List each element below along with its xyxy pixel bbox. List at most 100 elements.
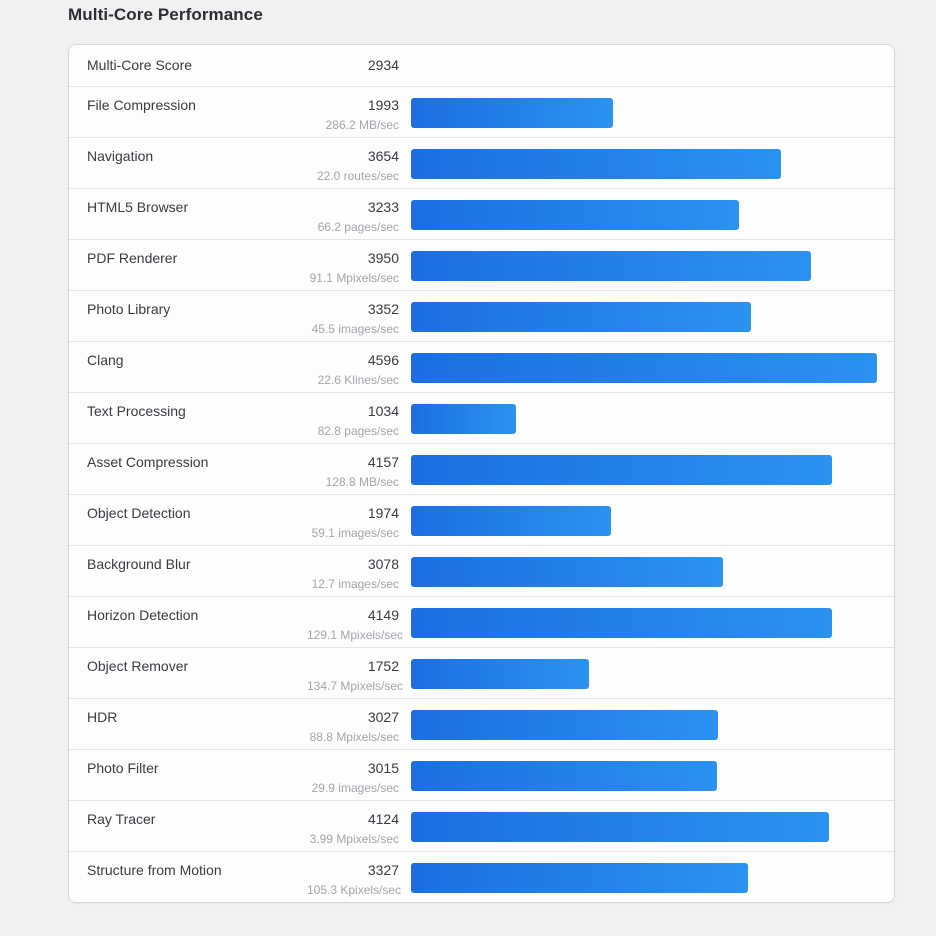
benchmark-name: Text Processing [87,403,186,419]
benchmark-score: 1993 [367,97,399,113]
score-bar [411,556,724,587]
benchmark-rate: 91.1 Mpixels/sec [309,271,399,285]
benchmark-score: 4149 [367,607,399,623]
benchmark-rate: 22.6 Klines/sec [317,373,399,387]
score-bar [411,811,830,842]
benchmark-score-cell: 1752 134.7 Mpixels/sec [307,648,404,694]
benchmark-row: Background Blur 3078 12.7 images/sec [69,545,894,596]
summary-score: 2934 [367,57,399,73]
benchmark-row: Navigation 3654 22.0 routes/sec [69,137,894,188]
bar-area [411,240,877,291]
score-bar [411,505,612,536]
benchmark-score: 1034 [367,403,399,419]
score-bar [411,352,877,383]
score-bar [411,658,589,689]
bar-area [411,852,877,902]
benchmark-rate: 12.7 images/sec [311,577,399,591]
page-title: Multi-Core Performance [68,5,263,24]
benchmark-rate: 22.0 routes/sec [316,169,399,183]
benchmark-name: Structure from Motion [87,862,222,878]
benchmark-score-cell: 3015 29.9 images/sec [307,750,399,796]
benchmark-name: Ray Tracer [87,811,156,827]
benchmark-name: Photo Library [87,301,171,317]
score-bar [411,862,749,893]
benchmark-score-cell: 4124 3.99 Mpixels/sec [307,801,399,847]
benchmark-row: Clang 4596 22.6 Klines/sec [69,341,894,392]
bar-area [411,291,877,342]
benchmark-score-cell: 3233 66.2 pages/sec [307,189,399,235]
benchmark-score: 3327 [367,862,399,878]
bar-area [411,546,877,597]
benchmark-rate: 134.7 Mpixels/sec [307,679,404,693]
benchmark-score: 3078 [367,556,399,572]
score-bar [411,301,751,332]
bar-area [411,393,877,444]
benchmark-score-cell: 4157 128.8 MB/sec [307,444,399,490]
score-bar [411,454,833,485]
benchmark-score: 4157 [367,454,399,470]
summary-row: Multi-Core Score 2934 [69,45,894,86]
bar-area [411,648,877,699]
benchmark-results-card: Multi-Core Score 2934 File Compression 1… [68,44,895,903]
benchmark-row: Ray Tracer 4124 3.99 Mpixels/sec [69,800,894,851]
bar-area [411,597,877,648]
benchmark-rate: 129.1 Mpixels/sec [307,628,404,642]
benchmark-name: HDR [87,709,118,725]
benchmark-rate: 82.8 pages/sec [317,424,399,438]
benchmark-rate: 29.9 images/sec [311,781,399,795]
benchmark-rate: 66.2 pages/sec [317,220,399,234]
benchmark-row: File Compression 1993 286.2 MB/sec [69,86,894,137]
benchmark-name: HTML5 Browser [87,199,189,215]
score-bar [411,607,832,638]
benchmark-row: Photo Library 3352 45.5 images/sec [69,290,894,341]
score-bar [411,250,812,281]
benchmark-row: Object Detection 1974 59.1 images/sec [69,494,894,545]
bar-area [411,444,877,495]
benchmark-score-cell: 4596 22.6 Klines/sec [307,342,399,388]
benchmark-score: 3950 [367,250,399,266]
score-bar [411,199,739,230]
benchmark-row: Asset Compression 4157 128.8 MB/sec [69,443,894,494]
bar-area [411,342,877,393]
benchmark-name: Clang [87,352,124,368]
summary-bar-area [411,45,877,91]
benchmark-score: 3015 [367,760,399,776]
score-bar [411,709,718,740]
bar-area [411,801,877,852]
benchmark-rate: 88.8 Mpixels/sec [309,730,399,744]
benchmark-score-cell: 1993 286.2 MB/sec [307,87,399,133]
benchmark-score-cell: 3950 91.1 Mpixels/sec [307,240,399,286]
bar-area [411,189,877,240]
benchmark-name: PDF Renderer [87,250,178,266]
benchmark-score-cell: 3327 105.3 Kpixels/sec [307,852,401,898]
benchmark-score: 3352 [367,301,399,317]
benchmark-score: 4596 [367,352,399,368]
benchmark-name: Object Detection [87,505,191,521]
benchmark-rate: 3.99 Mpixels/sec [309,832,399,846]
benchmark-score-cell: 3078 12.7 images/sec [307,546,399,592]
benchmark-score: 3027 [367,709,399,725]
bar-area [411,495,877,546]
benchmark-rows: File Compression 1993 286.2 MB/sec Navig… [69,86,894,902]
summary-label: Multi-Core Score [87,57,193,73]
benchmark-row: Object Remover 1752 134.7 Mpixels/sec [69,647,894,698]
benchmark-score-cell: 4149 129.1 Mpixels/sec [307,597,404,643]
score-bar [411,148,782,179]
benchmark-score: 1752 [367,658,399,674]
benchmark-score-cell: 3027 88.8 Mpixels/sec [307,699,399,745]
benchmark-score-cell: 1034 82.8 pages/sec [307,393,399,439]
benchmark-rate: 59.1 images/sec [311,526,399,540]
benchmark-row: PDF Renderer 3950 91.1 Mpixels/sec [69,239,894,290]
benchmark-score: 4124 [367,811,399,827]
benchmark-score-cell: 1974 59.1 images/sec [307,495,399,541]
bar-area [411,138,877,189]
benchmark-row: Photo Filter 3015 29.9 images/sec [69,749,894,800]
benchmark-name: File Compression [87,97,196,113]
benchmark-name: Asset Compression [87,454,209,470]
benchmark-score: 3654 [367,148,399,164]
benchmark-row: Horizon Detection 4149 129.1 Mpixels/sec [69,596,894,647]
benchmark-name: Object Remover [87,658,189,674]
benchmark-name: Background Blur [87,556,191,572]
benchmark-name: Photo Filter [87,760,159,776]
